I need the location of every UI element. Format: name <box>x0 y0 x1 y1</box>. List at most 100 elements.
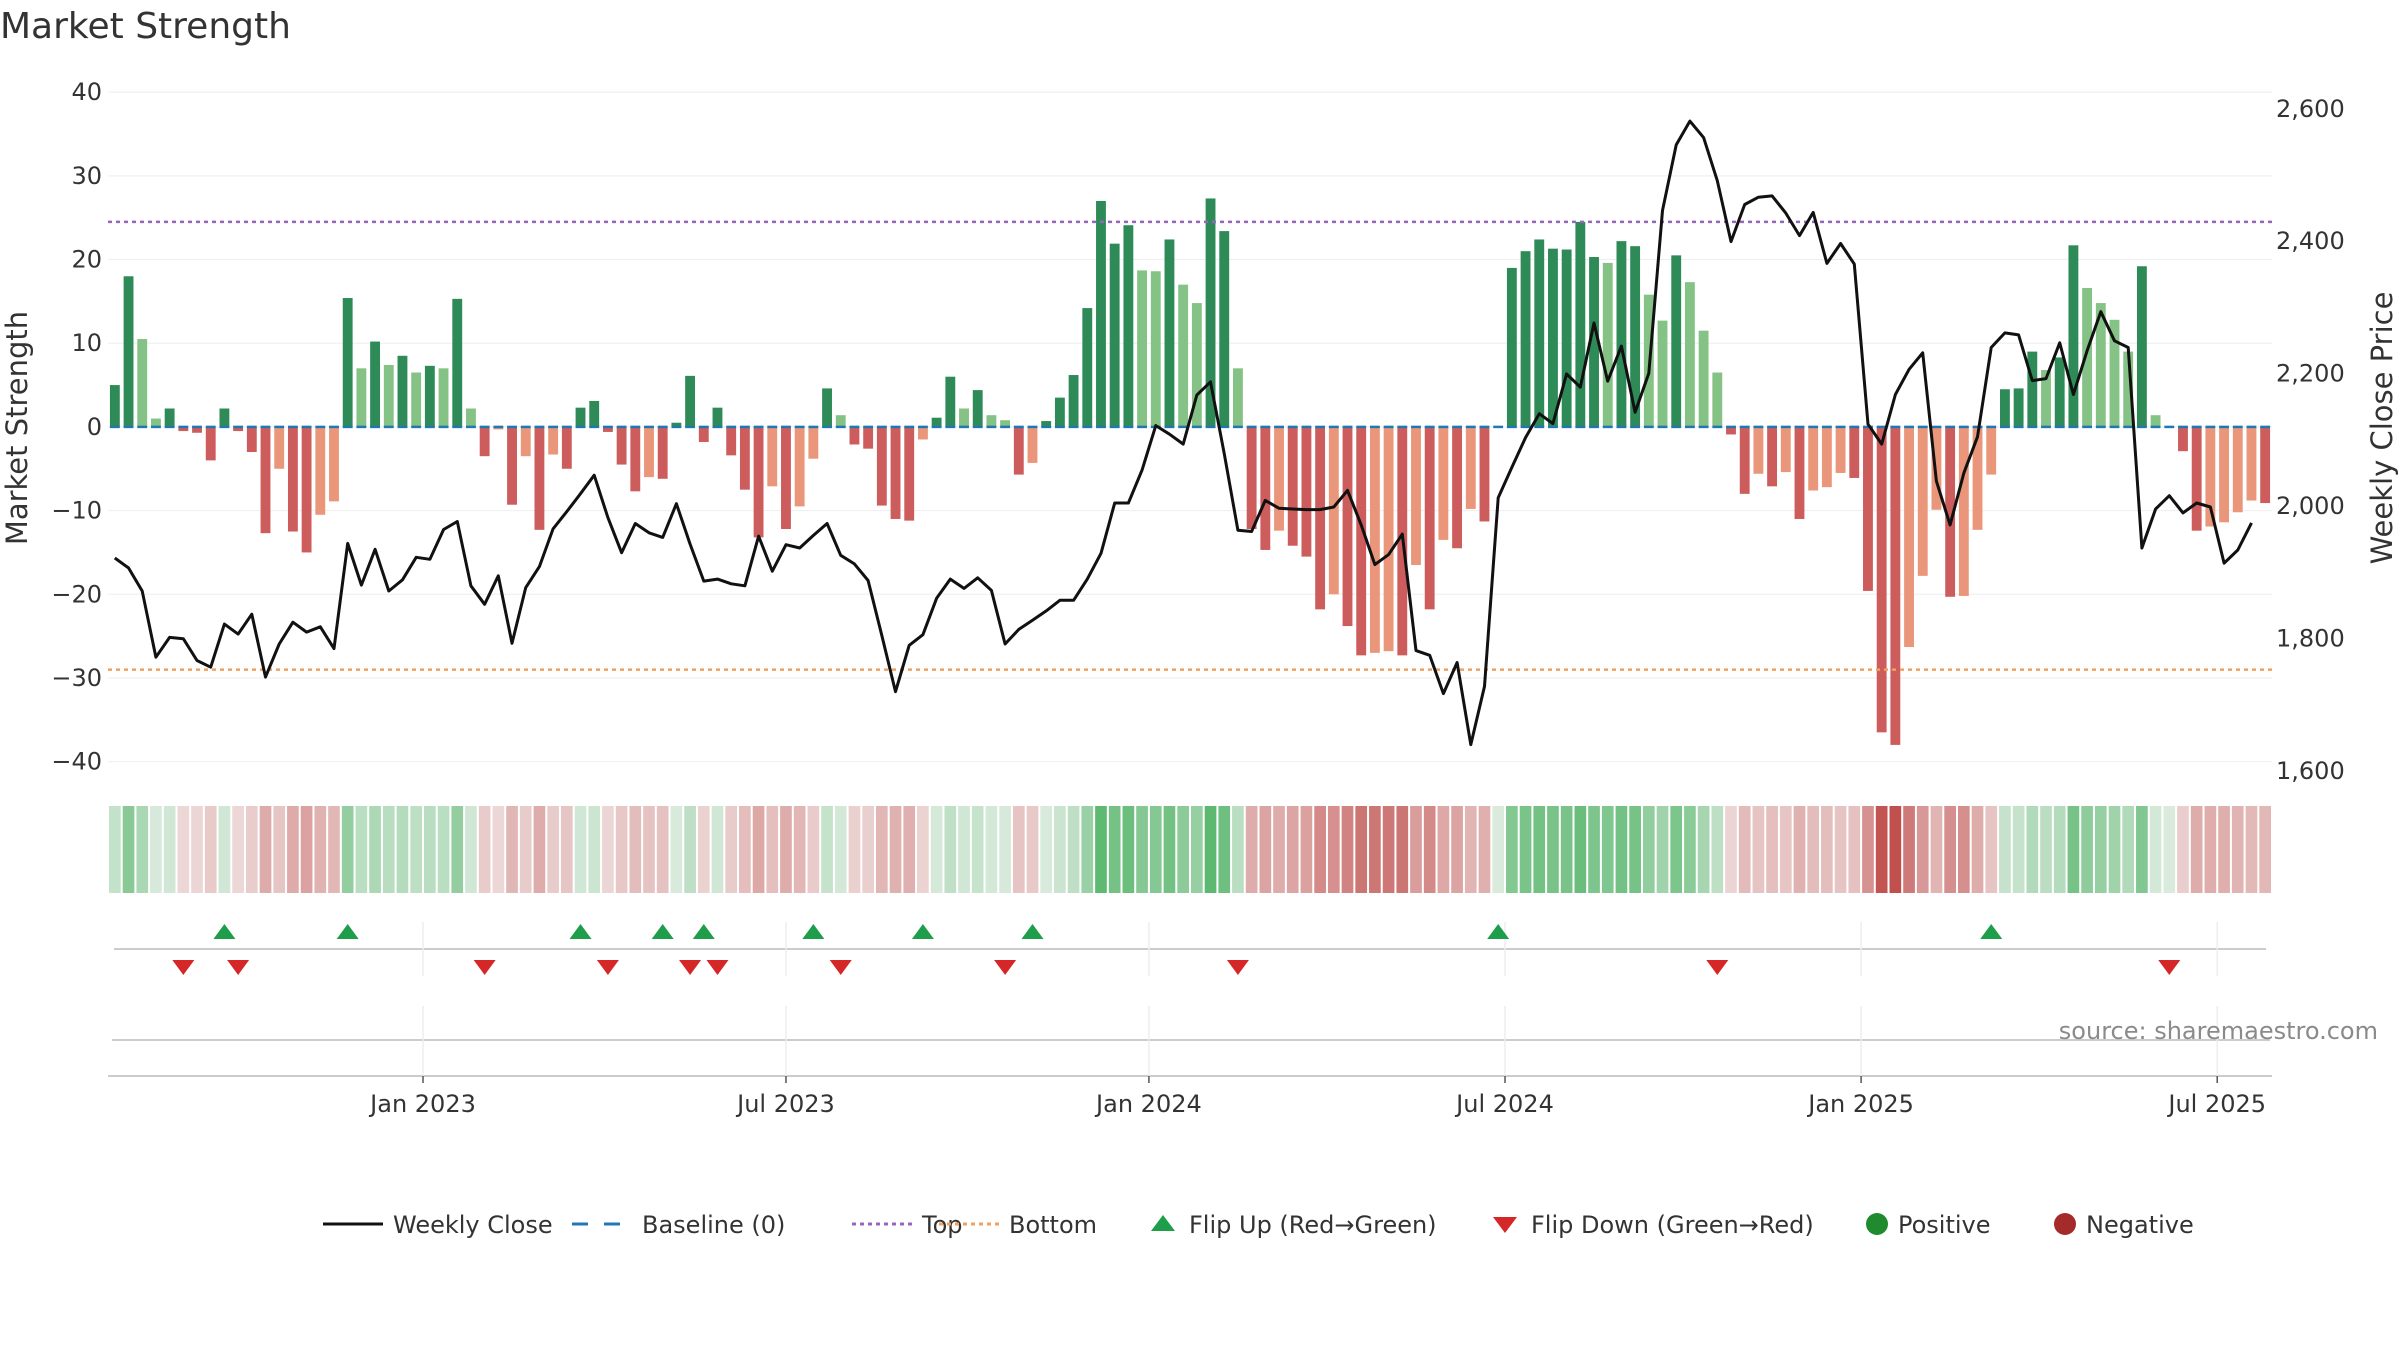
strength-bar <box>1890 426 1901 745</box>
strength-bar <box>1000 420 1011 427</box>
strength-bar <box>466 408 476 427</box>
strip-cell <box>1533 806 1546 893</box>
strength-bar <box>1054 397 1065 427</box>
strip-cell <box>437 806 450 893</box>
strength-bar <box>712 407 723 427</box>
strip-cell <box>232 806 244 893</box>
strength-bar <box>2027 351 2038 427</box>
strip-cell <box>2122 806 2135 893</box>
strength-bar <box>1739 426 1750 494</box>
weekly-close-layer <box>113 119 2253 747</box>
flip-up-marker <box>1021 924 1044 939</box>
strength-bar <box>233 426 244 432</box>
strength-bar <box>1328 426 1339 595</box>
strength-bar <box>1233 368 1243 427</box>
bar-layer <box>109 198 2271 745</box>
strip-cell <box>1067 806 1080 893</box>
right-tick-label: 2,000 <box>2276 492 2345 520</box>
strip-cell <box>150 806 162 893</box>
strip-cell <box>2190 806 2203 893</box>
strip-cell <box>506 806 518 893</box>
strip-cell <box>711 806 724 893</box>
strip-cell <box>1560 806 1573 893</box>
strength-bar <box>1548 248 1558 427</box>
strength-bar <box>835 415 846 427</box>
strength-bar <box>520 426 531 457</box>
flip-down-marker <box>1226 960 1249 975</box>
strength-bar <box>329 426 339 502</box>
strength-bar <box>1520 251 1531 427</box>
strip-cell <box>478 806 491 893</box>
strip-cell <box>2012 806 2025 893</box>
strip-cell <box>2094 806 2107 893</box>
strip-cell <box>1766 806 1778 893</box>
strength-bar <box>2013 388 2024 427</box>
x-tick-label: Jul 2025 <box>2166 1090 2266 1118</box>
strength-bar <box>1589 257 1599 427</box>
strip-cell <box>2081 806 2093 893</box>
strip-cell <box>1615 806 1628 893</box>
strip-cell <box>1629 806 1641 893</box>
flip-up-marker <box>651 924 674 939</box>
strip-cell <box>2026 806 2039 893</box>
right-axis-title: Weekly Close Price <box>2365 292 2399 565</box>
strength-bar <box>808 426 819 459</box>
strength-bar <box>904 426 915 521</box>
strength-bar <box>1287 426 1298 546</box>
strength-bar <box>945 376 956 427</box>
strength-bar <box>1301 426 1312 557</box>
strength-bar <box>137 339 148 427</box>
strength-bar <box>1835 426 1846 473</box>
strip-cell <box>1807 806 1820 893</box>
legend-label: Negative <box>2086 1211 2194 1239</box>
strip-cell <box>1711 806 1724 893</box>
strength-bar <box>1260 426 1271 550</box>
strip-cell <box>1204 806 1217 893</box>
strip-cell <box>1478 806 1491 893</box>
strip-cell <box>1670 806 1683 893</box>
strip-cell <box>2231 806 2244 893</box>
strength-bar <box>1164 239 1175 427</box>
strength-bar <box>452 298 463 427</box>
strip-cell <box>848 806 861 893</box>
legend-label: Bottom <box>1009 1211 1097 1239</box>
strength-bar <box>1616 241 1627 427</box>
strip-cell <box>588 806 601 893</box>
strip-cell <box>1601 806 1614 893</box>
strength-bar <box>1246 426 1257 529</box>
strength-bar <box>575 407 586 427</box>
strip-cell <box>1821 806 1833 893</box>
strip-cell <box>2040 806 2052 893</box>
strength-bar <box>2041 370 2051 427</box>
strength-bar <box>260 426 271 534</box>
strip-cell <box>629 806 642 893</box>
strip-cell <box>1547 806 1559 893</box>
strength-bar <box>493 426 504 430</box>
strip-cell <box>1656 806 1669 893</box>
strip-cell <box>1492 806 1505 893</box>
x-tick-label: Jan 2023 <box>368 1090 476 1118</box>
strength-bar <box>794 426 805 507</box>
legend: Weekly Close Baseline (0) Top Bottom Flip Up… <box>323 1211 2194 1239</box>
strength-bar <box>1219 231 1230 427</box>
strength-bar <box>1561 249 1572 427</box>
strip-cell <box>1259 806 1272 893</box>
strength-bar <box>205 426 216 461</box>
strip-cell <box>1875 806 1888 893</box>
strip-cell <box>602 806 614 893</box>
legend-item: Flip Up (Red→Green) <box>1151 1211 1437 1239</box>
strip-cell <box>1026 806 1039 893</box>
strip-cell <box>1519 806 1532 893</box>
legend-label: Weekly Close <box>393 1211 553 1239</box>
strip-cell <box>369 806 381 893</box>
strength-bar <box>1602 262 1613 427</box>
strip-cell <box>2204 806 2217 893</box>
strength-bar <box>616 426 627 465</box>
legend-item: Flip Down (Green→Red) <box>1493 1211 1814 1239</box>
strip-cell <box>2245 806 2258 893</box>
strip-cell <box>1971 806 1984 893</box>
strip-cell <box>684 806 696 893</box>
left-tick-label: −30 <box>51 664 102 692</box>
strip-cell <box>1122 806 1135 893</box>
